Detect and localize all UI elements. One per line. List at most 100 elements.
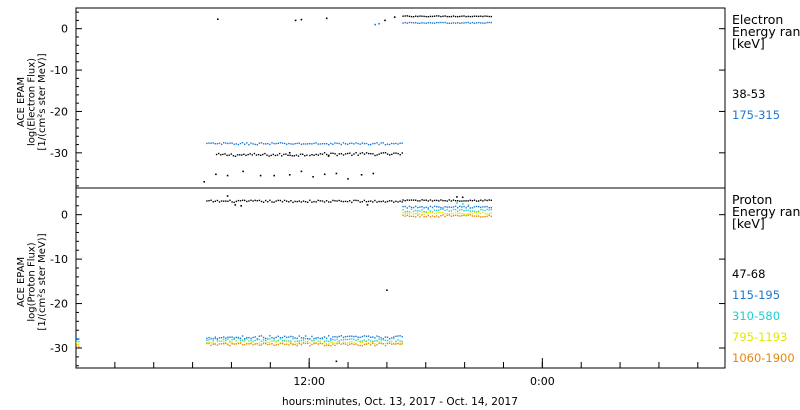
data-point <box>325 342 328 345</box>
data-point <box>250 337 252 340</box>
data-point <box>300 18 303 21</box>
data-point <box>402 211 404 214</box>
data-point <box>225 142 227 144</box>
data-point <box>230 153 232 155</box>
data-point <box>401 340 403 343</box>
data-point <box>429 216 432 218</box>
data-point <box>402 209 404 211</box>
x-axis-label: hours:minutes, Oct. 13, 2017 - Oct. 14, … <box>282 396 518 408</box>
data-point <box>281 342 284 344</box>
data-point <box>446 212 448 215</box>
data-point <box>288 174 291 176</box>
data-point <box>399 142 401 144</box>
data-point <box>386 342 389 344</box>
data-point <box>283 339 286 342</box>
data-point <box>210 199 212 201</box>
data-point <box>292 201 294 204</box>
data-point <box>217 18 219 20</box>
data-point <box>319 340 321 342</box>
data-point <box>342 341 345 343</box>
data-point <box>302 341 305 343</box>
data-point <box>323 173 326 176</box>
data-point <box>454 15 457 18</box>
data-point <box>457 22 459 24</box>
data-point <box>376 201 378 203</box>
data-point <box>469 199 471 201</box>
data-point <box>351 142 353 144</box>
data-point <box>376 335 378 337</box>
data-point <box>344 143 347 145</box>
y-axis-label-line: [1/(cm²s ster MeV)] <box>37 233 48 330</box>
data-point <box>304 155 306 157</box>
data-point <box>386 143 389 145</box>
data-point <box>315 342 317 344</box>
data-point <box>419 15 421 17</box>
data-point <box>325 200 328 202</box>
data-point <box>459 205 461 207</box>
data-point <box>302 337 305 339</box>
data-point <box>450 212 453 215</box>
data-point <box>203 181 205 183</box>
data-point <box>393 143 395 145</box>
data-point <box>269 335 271 337</box>
data-point <box>298 341 300 344</box>
data-point <box>456 196 458 198</box>
data-point <box>220 143 223 146</box>
data-point <box>374 340 376 342</box>
data-point <box>252 336 254 339</box>
data-point <box>486 15 488 17</box>
data-point <box>223 200 225 202</box>
data-point <box>244 143 246 145</box>
data-point <box>271 201 273 203</box>
data-point <box>78 338 80 340</box>
data-point <box>490 208 492 211</box>
data-point <box>427 214 429 217</box>
data-point <box>367 144 370 146</box>
data-point <box>361 335 363 338</box>
data-point <box>436 209 438 211</box>
legend-item: 795-1193 <box>732 330 787 344</box>
data-point <box>367 342 370 345</box>
data-point <box>384 19 386 22</box>
data-point <box>265 143 267 145</box>
legend-item: 175-315 <box>732 108 780 122</box>
data-point <box>248 144 250 146</box>
data-point <box>292 343 294 345</box>
data-point <box>473 199 476 201</box>
data-point <box>380 200 382 203</box>
data-point <box>336 200 338 202</box>
data-point <box>233 338 235 340</box>
data-point <box>344 341 347 343</box>
data-point <box>448 213 450 215</box>
data-point <box>214 200 216 202</box>
data-point <box>236 154 239 156</box>
data-point <box>346 143 349 145</box>
data-point <box>253 152 256 155</box>
data-point <box>309 345 311 347</box>
data-point <box>384 201 387 203</box>
data-point <box>473 210 476 212</box>
y-axis-label-line: ACE EPAM <box>16 257 27 307</box>
data-point <box>296 344 298 347</box>
data-point <box>271 337 273 339</box>
data-point <box>258 199 261 202</box>
data-point <box>323 336 326 338</box>
data-point <box>225 341 227 343</box>
data-point <box>273 339 275 341</box>
data-point <box>349 343 351 345</box>
data-point <box>279 199 282 202</box>
data-point <box>254 336 256 338</box>
data-point <box>239 200 242 202</box>
data-point <box>478 200 480 202</box>
data-point <box>363 199 366 202</box>
y-axis-label-line: log(Proton Flux) <box>27 242 38 321</box>
data-point <box>210 338 212 340</box>
data-point <box>402 199 404 201</box>
data-point <box>454 211 457 214</box>
data-point <box>457 15 459 18</box>
data-point <box>220 340 223 342</box>
data-point <box>402 15 404 17</box>
data-point <box>208 339 210 341</box>
data-point <box>399 335 401 337</box>
